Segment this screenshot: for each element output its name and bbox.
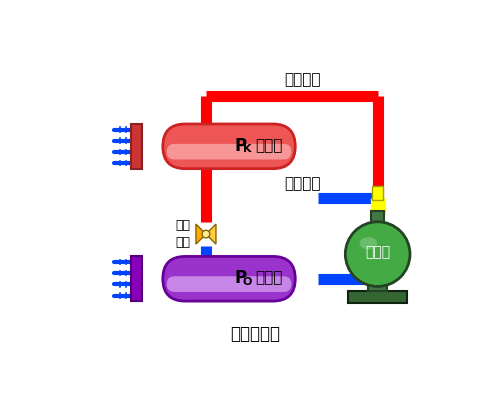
Text: 蒸发器: 蒸发器 xyxy=(255,271,283,285)
FancyBboxPatch shape xyxy=(163,124,295,169)
Text: P: P xyxy=(235,269,247,287)
Bar xyxy=(131,256,142,301)
Circle shape xyxy=(202,230,210,238)
Text: K: K xyxy=(243,144,251,154)
Text: 压缩机: 压缩机 xyxy=(365,246,390,259)
Bar xyxy=(131,124,142,169)
Text: 冷凝器: 冷凝器 xyxy=(255,138,283,153)
Bar xyxy=(369,277,387,291)
Bar xyxy=(349,291,407,303)
Polygon shape xyxy=(206,224,216,244)
FancyBboxPatch shape xyxy=(163,256,295,301)
FancyBboxPatch shape xyxy=(167,276,291,292)
Text: 低压部分: 低压部分 xyxy=(284,177,320,191)
Bar xyxy=(372,211,384,222)
Text: 高压部分: 高压部分 xyxy=(284,72,320,88)
Text: 节流
机构: 节流 机构 xyxy=(175,219,191,249)
Ellipse shape xyxy=(360,237,377,250)
Bar xyxy=(373,186,383,200)
Text: P: P xyxy=(235,137,247,154)
Polygon shape xyxy=(196,224,206,244)
Text: 压缩式制冷: 压缩式制冷 xyxy=(230,325,280,343)
Text: O: O xyxy=(242,277,251,287)
FancyBboxPatch shape xyxy=(167,144,291,160)
Circle shape xyxy=(345,222,410,287)
